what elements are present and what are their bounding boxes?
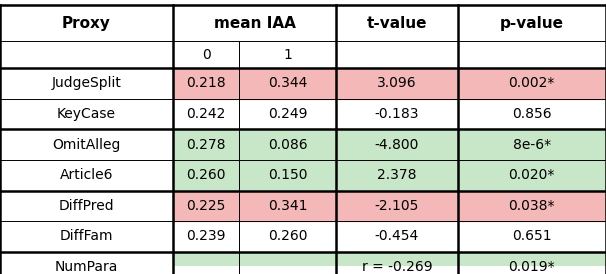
- Text: 0.651: 0.651: [512, 230, 551, 244]
- Text: Article6: Article6: [59, 168, 113, 182]
- Bar: [173, 190, 336, 221]
- Bar: [173, 160, 336, 190]
- Text: 0.038*: 0.038*: [508, 199, 555, 213]
- Bar: [336, 129, 606, 160]
- Text: 0.278: 0.278: [186, 138, 226, 152]
- Text: 0.856: 0.856: [512, 107, 551, 121]
- Text: 0.002*: 0.002*: [508, 76, 555, 90]
- Bar: [336, 252, 606, 274]
- Bar: [173, 252, 336, 274]
- Bar: [173, 129, 336, 160]
- Text: mean IAA: mean IAA: [213, 16, 296, 31]
- Text: 0.242: 0.242: [187, 107, 225, 121]
- Text: 0.344: 0.344: [268, 76, 307, 90]
- Text: 0.249: 0.249: [268, 107, 308, 121]
- Text: -0.454: -0.454: [375, 230, 419, 244]
- Text: KeyCase: KeyCase: [57, 107, 116, 121]
- Text: -2.105: -2.105: [375, 199, 419, 213]
- Text: 0.020*: 0.020*: [508, 168, 555, 182]
- Text: 8e-6*: 8e-6*: [513, 138, 551, 152]
- Text: 0.218: 0.218: [186, 76, 226, 90]
- Text: 0.260: 0.260: [268, 230, 308, 244]
- Text: 0.341: 0.341: [268, 199, 308, 213]
- Text: OmitAlleg: OmitAlleg: [52, 138, 121, 152]
- Text: 0.150: 0.150: [268, 168, 308, 182]
- Text: DiffPred: DiffPred: [59, 199, 114, 213]
- Text: 0.225: 0.225: [187, 199, 225, 213]
- Text: t-value: t-value: [367, 16, 427, 31]
- Bar: [336, 160, 606, 190]
- Text: 0: 0: [202, 48, 210, 62]
- Bar: [336, 190, 606, 221]
- Text: 0.019*: 0.019*: [508, 260, 555, 274]
- Text: 2.378: 2.378: [377, 168, 417, 182]
- Text: 0.239: 0.239: [186, 230, 226, 244]
- Text: 0.260: 0.260: [186, 168, 226, 182]
- Text: 3.096: 3.096: [377, 76, 417, 90]
- Text: 1: 1: [284, 48, 292, 62]
- Text: 0.086: 0.086: [268, 138, 308, 152]
- Bar: [336, 68, 606, 99]
- Text: DiffFam: DiffFam: [59, 230, 113, 244]
- Text: r = -0.269: r = -0.269: [362, 260, 432, 274]
- Text: -4.800: -4.800: [375, 138, 419, 152]
- Bar: [173, 68, 336, 99]
- Text: NumPara: NumPara: [55, 260, 118, 274]
- Text: JudgeSplit: JudgeSplit: [52, 76, 121, 90]
- Text: -0.183: -0.183: [375, 107, 419, 121]
- Text: Proxy: Proxy: [62, 16, 111, 31]
- Text: p-value: p-value: [500, 16, 564, 31]
